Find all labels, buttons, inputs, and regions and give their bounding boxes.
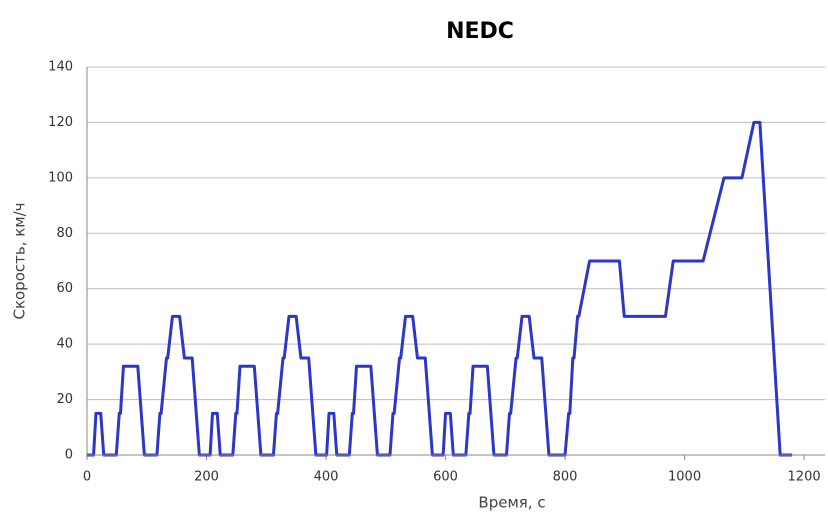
y-axis-label: Скорость, км/ч xyxy=(11,202,29,319)
y-tick-label: 140 xyxy=(48,60,73,75)
x-tick-label: 0 xyxy=(83,470,91,485)
data-line xyxy=(87,120,793,457)
x-tick-label: 1000 xyxy=(668,470,701,485)
x-axis-label: Время, с xyxy=(478,494,545,512)
x-tick-label: 1200 xyxy=(788,470,821,485)
y-tick-label: 40 xyxy=(56,337,73,352)
y-tick-label: 100 xyxy=(48,170,73,185)
y-tick-label: 20 xyxy=(56,392,73,407)
chart-title: NEDC xyxy=(446,19,514,44)
y-tick-label: 80 xyxy=(56,226,73,241)
y-tick-label: 120 xyxy=(48,115,73,130)
y-tick-label: 0 xyxy=(65,448,73,463)
y-tick-label: 60 xyxy=(56,281,73,296)
x-tick-label: 800 xyxy=(553,470,578,485)
x-tick-label: 400 xyxy=(314,470,339,485)
x-tick-label: 600 xyxy=(433,470,458,485)
x-tick-label: 200 xyxy=(194,470,219,485)
